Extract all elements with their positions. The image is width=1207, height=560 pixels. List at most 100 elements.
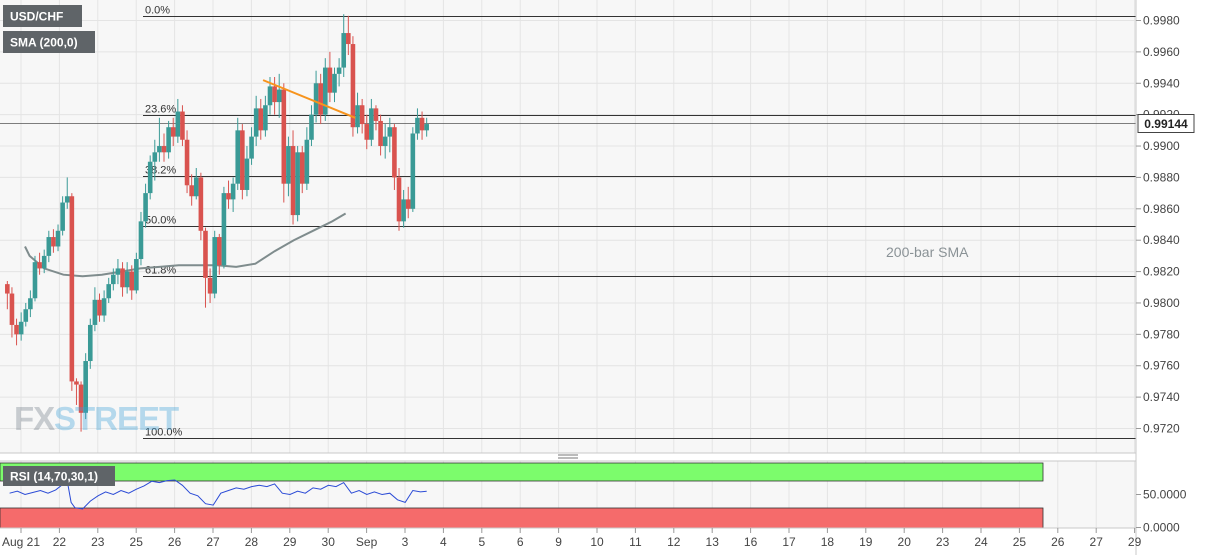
candle-body xyxy=(309,114,314,140)
candle xyxy=(235,117,241,190)
y-tick-label: 0.9740 xyxy=(1143,390,1180,404)
candle-body xyxy=(276,89,282,103)
candle xyxy=(138,211,144,266)
candle xyxy=(309,105,314,147)
candle-body xyxy=(97,299,102,316)
candle-body xyxy=(92,299,98,325)
candle xyxy=(341,14,347,77)
candle xyxy=(226,180,231,209)
fib-level-label: 100.0% xyxy=(145,427,183,439)
candle xyxy=(184,130,190,194)
candle-body xyxy=(74,381,79,385)
candle-body xyxy=(152,152,158,162)
candle-body xyxy=(18,321,24,335)
candle xyxy=(346,15,351,56)
y-tick-label: 0.9880 xyxy=(1143,170,1180,184)
rsi-bands xyxy=(0,462,1044,529)
candle-body xyxy=(120,268,125,288)
candle xyxy=(364,114,370,150)
candle-body xyxy=(64,196,70,203)
candle-body xyxy=(60,202,65,231)
candle-body xyxy=(69,196,75,382)
rsi-line xyxy=(9,479,427,510)
rsi-axis-labels: 50.0000 0.0000 xyxy=(1136,488,1187,535)
x-tick-label: 27 xyxy=(206,535,220,549)
candle xyxy=(14,318,19,346)
candle xyxy=(258,98,264,140)
candle-body xyxy=(318,83,323,115)
pane-resize-handle[interactable] xyxy=(558,454,578,459)
candle xyxy=(276,73,282,118)
candle xyxy=(359,98,365,134)
fxstreet-watermark: FX STREET xyxy=(14,400,180,437)
x-tick-label: 16 xyxy=(744,535,758,549)
candle-body xyxy=(203,230,208,278)
candle xyxy=(318,73,323,125)
candle-body xyxy=(382,136,388,147)
candle-body xyxy=(111,274,116,285)
x-tick-label: 4 xyxy=(440,535,447,549)
candle xyxy=(143,183,148,228)
candle xyxy=(212,230,217,299)
candle xyxy=(170,117,176,147)
candle xyxy=(193,168,199,200)
candle-body xyxy=(253,108,259,137)
sma-label-box: SMA (200,0) xyxy=(3,31,95,53)
candle xyxy=(415,108,420,140)
x-tick-label: 30 xyxy=(322,535,336,549)
candle-body xyxy=(401,199,406,222)
candle-body xyxy=(359,105,365,125)
candle xyxy=(281,83,287,203)
candle xyxy=(134,252,139,294)
candle xyxy=(37,252,42,275)
candle-body xyxy=(350,44,356,128)
candle-body xyxy=(258,108,264,131)
candle-body xyxy=(189,185,194,197)
candle-body xyxy=(23,309,29,322)
x-tick-label: 26 xyxy=(168,535,182,549)
candle xyxy=(240,124,245,200)
candle-body xyxy=(55,230,61,247)
candle-body xyxy=(129,271,135,291)
candle-body xyxy=(180,111,185,140)
candle xyxy=(111,268,116,291)
y-tick-label: 0.9860 xyxy=(1143,202,1180,216)
candle xyxy=(97,293,102,322)
y-tick-label: 0.9720 xyxy=(1143,422,1180,436)
candle-body xyxy=(290,146,296,216)
fib-level-label: 50.0% xyxy=(145,215,176,227)
resistance-trendline-layer xyxy=(262,79,356,119)
candle xyxy=(207,268,213,303)
fib-level-label: 0.0% xyxy=(145,5,170,17)
y-tick-label: 0.9800 xyxy=(1143,296,1180,310)
rsi-y-tick-label: 0.0000 xyxy=(1143,521,1180,535)
candle-body xyxy=(207,277,213,294)
candle xyxy=(392,124,397,190)
candle-body xyxy=(14,324,19,335)
y-tick-label: 0.9900 xyxy=(1143,139,1180,153)
candle-body xyxy=(184,139,190,186)
candle xyxy=(336,58,342,87)
x-tick-label: 6 xyxy=(517,535,524,549)
candle xyxy=(419,111,425,140)
candle xyxy=(28,290,33,318)
rsi-overbought-band xyxy=(0,462,1044,482)
x-tick-label: 25 xyxy=(130,535,144,549)
x-tick-label: 22 xyxy=(53,535,67,549)
candle-body xyxy=(327,67,333,93)
candle-body xyxy=(143,193,148,222)
candle xyxy=(60,196,65,236)
rsi-oversold-band xyxy=(0,507,1044,529)
candle xyxy=(87,318,93,369)
candle xyxy=(290,130,296,225)
candle-body xyxy=(134,259,139,291)
symbol-label-box: USD/CHF xyxy=(3,5,82,27)
x-tick-label: 20 xyxy=(898,535,912,549)
y-tick-label: 0.9780 xyxy=(1143,327,1180,341)
x-tick-label: 3 xyxy=(402,535,409,549)
candle-body xyxy=(313,83,319,115)
candle xyxy=(18,312,24,341)
candle xyxy=(295,146,300,222)
x-tick-label: 29 xyxy=(283,535,297,549)
